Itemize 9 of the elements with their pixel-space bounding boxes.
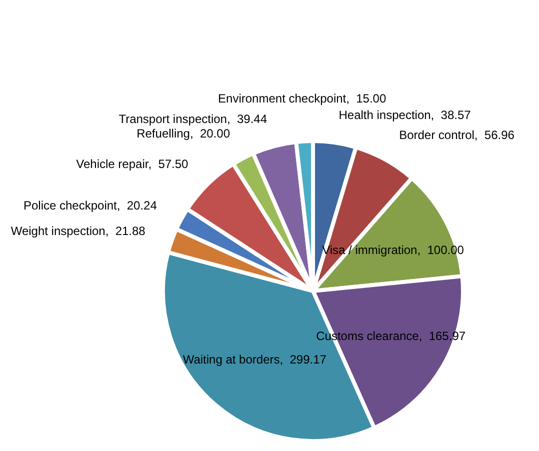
slice-label: Environment checkpoint, 15.00	[218, 91, 386, 106]
slice-label: Transport inspection, 39.44	[118, 112, 268, 126]
slice-label: Police checkpoint, 20.24	[23, 198, 158, 212]
slice-label: Border control, 56.96	[399, 128, 515, 142]
slice-label: Health inspection, 38.57	[338, 108, 472, 122]
slice-label: Waiting at borders, 299.17	[182, 352, 327, 367]
slice-label: Refuelling, 20.00	[136, 126, 230, 141]
slice-label: Weight inspection, 21.88	[10, 224, 146, 238]
slice-label: Vehicle repair, 57.50	[76, 157, 189, 172]
